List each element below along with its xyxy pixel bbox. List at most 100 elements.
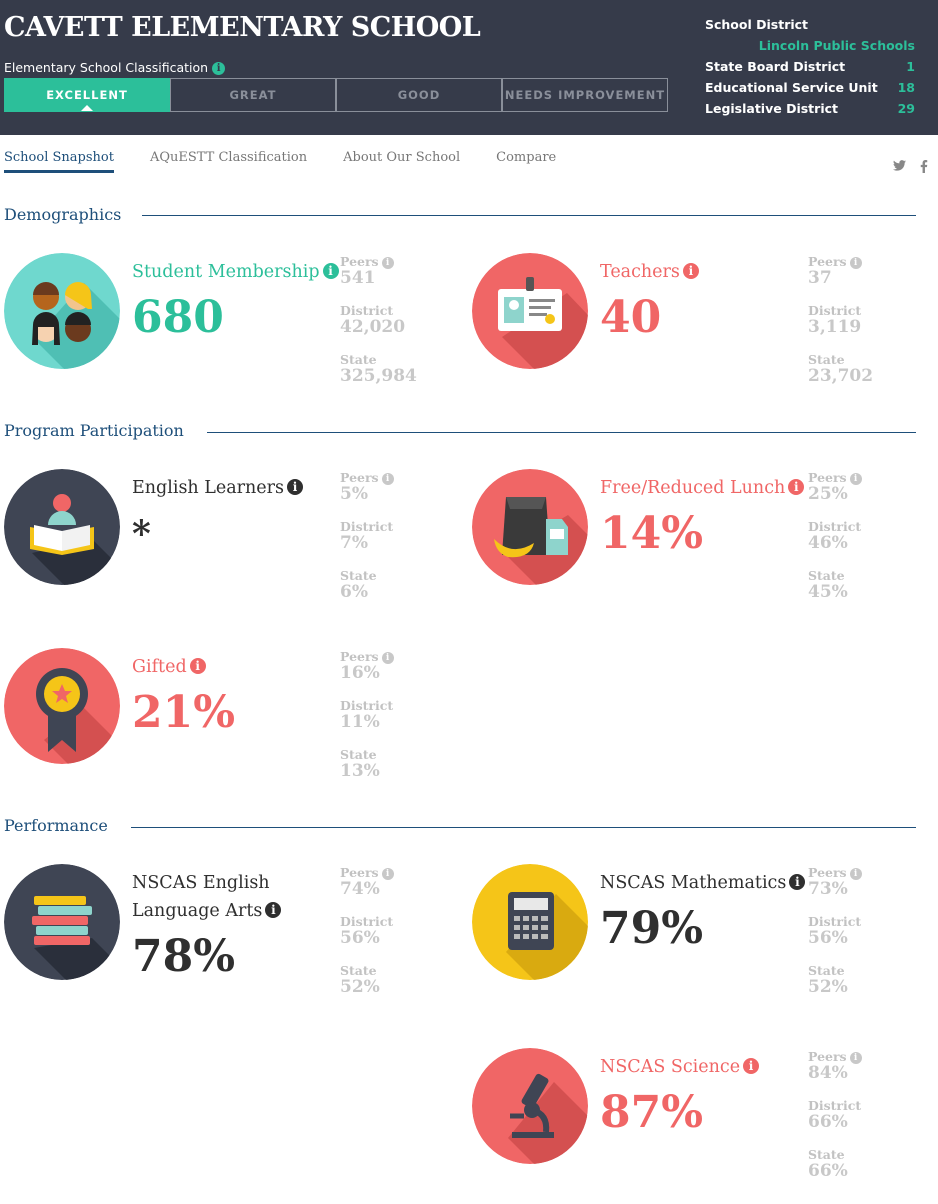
peers-value: 37: [808, 268, 832, 288]
classification-tabs: EXCELLENT GREAT GOOD NEEDS IMPROVEMENT: [4, 78, 668, 112]
school-district-row: School District: [705, 14, 915, 35]
metric-value: 79%: [600, 903, 704, 954]
info-icon[interactable]: i: [849, 472, 862, 485]
info-icon[interactable]: i: [789, 873, 806, 890]
state-value: 52%: [340, 977, 380, 997]
peers-label-text: Peers: [340, 254, 379, 269]
classification-label-text: Elementary School Classification: [4, 60, 209, 75]
peers-label: Peers i: [340, 864, 394, 881]
tab-about-our-school[interactable]: About Our School: [343, 150, 461, 165]
metric-nscas-science: NSCAS Science i 87% Peers i 84% District 6…: [468, 1048, 928, 1181]
classification-great[interactable]: GREAT: [170, 78, 336, 112]
state-label: State: [808, 963, 845, 978]
tab-compare[interactable]: Compare: [496, 150, 557, 165]
peers-label: Peers i: [808, 469, 862, 486]
info-icon[interactable]: i: [381, 867, 394, 880]
classification-excellent[interactable]: EXCELLENT: [4, 78, 170, 112]
state-label: State: [808, 352, 845, 367]
district-value: 66%: [808, 1112, 848, 1132]
district-info: School District Lincoln Public Schools S…: [705, 14, 915, 119]
metric-value: 40: [600, 292, 662, 343]
metric-nscas-mathematics: NSCAS Mathematics i 79% Peers i 73% Distri…: [468, 864, 928, 996]
metric-label: NSCAS Mathematics i: [600, 869, 806, 897]
district-label: District: [808, 303, 862, 318]
peers-value: 25%: [808, 484, 848, 504]
facebook-icon[interactable]: [920, 160, 928, 177]
state-label: State: [340, 963, 377, 978]
legislative-label: Legislative District: [705, 101, 838, 116]
peers-value: 5%: [340, 484, 368, 504]
metric-gifted: Gifted i 21% Peers i 16% District 11% Stat…: [0, 648, 460, 781]
info-icon[interactable]: i: [849, 867, 862, 880]
peers-value: 84%: [808, 1063, 848, 1083]
metric-value: *: [132, 513, 151, 555]
district-value: 11%: [340, 712, 380, 732]
tab-school-snapshot[interactable]: School Snapshot: [4, 150, 114, 173]
info-icon[interactable]: i: [322, 262, 339, 279]
section-demographics: Demographics: [4, 205, 122, 224]
info-icon[interactable]: i: [287, 478, 304, 495]
metric-label-text: Student Membership: [132, 262, 320, 282]
twitter-icon[interactable]: [893, 160, 906, 177]
school-name: CAVETT ELEMENTARY SCHOOL: [4, 12, 481, 43]
classification-needs-improvement[interactable]: NEEDS IMPROVEMENT: [502, 78, 668, 112]
classification-label: Elementary School Classification i: [4, 60, 226, 75]
peers-label-text: Peers: [808, 865, 847, 880]
school-district-value-row: Lincoln Public Schools: [705, 35, 915, 56]
peers-label: Peers i: [808, 253, 873, 270]
comparison-stats: Peers i 73% District 56% State 52%: [808, 864, 862, 1011]
info-icon[interactable]: i: [682, 262, 699, 279]
info-icon[interactable]: i: [381, 651, 394, 664]
peers-label: Peers i: [808, 1048, 862, 1065]
metric-label-text: Gifted: [132, 657, 187, 677]
state-label: State: [340, 568, 377, 583]
metric-label: Teachers i: [600, 258, 699, 286]
info-icon[interactable]: i: [189, 657, 206, 674]
comparison-stats: Peers i 74% District 56% State 52%: [340, 864, 394, 1011]
peers-label: Peers i: [340, 253, 417, 270]
info-icon[interactable]: i: [381, 472, 394, 485]
info-icon[interactable]: i: [743, 1057, 760, 1074]
info-icon[interactable]: i: [265, 901, 282, 918]
district-label: District: [340, 519, 394, 534]
metric-label: Student Membership i: [132, 258, 339, 286]
peers-label: Peers i: [808, 864, 862, 881]
info-icon[interactable]: i: [381, 256, 394, 269]
metric-label-text: NSCAS Mathematics: [600, 873, 787, 893]
info-icon[interactable]: i: [849, 256, 862, 269]
school-district-label: School District: [705, 17, 809, 32]
peers-label: Peers i: [340, 469, 394, 486]
info-icon[interactable]: i: [788, 478, 805, 495]
info-icon[interactable]: i: [212, 62, 226, 75]
metric-label-text: NSCAS Science: [600, 1057, 741, 1077]
classification-good[interactable]: GOOD: [336, 78, 502, 112]
metric-english-learners: English Learners i * Peers i 5% District 7…: [0, 469, 460, 602]
microscope-icon: [472, 1048, 588, 1164]
district-value: 56%: [808, 928, 848, 948]
metric-label-text: English Learners: [132, 478, 285, 498]
book-reader-icon: [4, 469, 120, 585]
state-value: 13%: [340, 761, 380, 781]
metric-label-text: Free/Reduced Lunch: [600, 478, 786, 498]
state-value: 6%: [340, 582, 368, 602]
state-value: 325,984: [340, 366, 417, 386]
school-district-value[interactable]: Lincoln Public Schools: [758, 38, 915, 53]
info-icon[interactable]: i: [849, 1051, 862, 1064]
calculator-icon: [472, 864, 588, 980]
metric-label: English Learners i: [132, 474, 304, 502]
metric-value: 680: [132, 292, 224, 343]
state-value: 66%: [808, 1161, 848, 1181]
peers-label-text: Peers: [808, 254, 847, 269]
metric-value: 78%: [132, 931, 236, 982]
district-value: 56%: [340, 928, 380, 948]
metric-label-text: Language Arts: [132, 901, 263, 921]
state-value: 52%: [808, 977, 848, 997]
section-program-participation: Program Participation: [4, 421, 184, 440]
section-divider: [131, 827, 916, 828]
tab-aquestt-classification[interactable]: AQuESTT Classification: [149, 150, 308, 165]
metric-label: NSCAS Science i: [600, 1053, 760, 1081]
peers-label-text: Peers: [340, 865, 379, 880]
teacher-badge-icon: [472, 253, 588, 369]
district-label: District: [340, 698, 394, 713]
peers-value: 73%: [808, 879, 848, 899]
